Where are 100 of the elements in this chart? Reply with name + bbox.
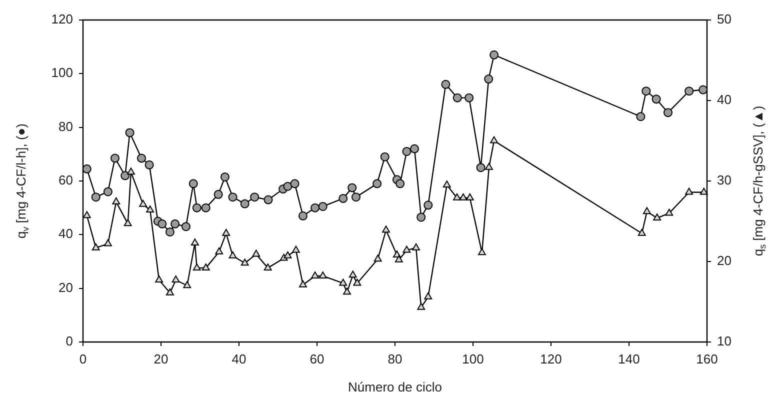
point [298, 280, 307, 288]
point [91, 192, 100, 202]
point [685, 188, 694, 195]
point [348, 183, 357, 192]
point [155, 276, 164, 283]
point [464, 93, 474, 102]
point [290, 179, 300, 188]
point [476, 163, 486, 172]
point [394, 255, 403, 262]
point [664, 108, 672, 118]
point [252, 250, 260, 257]
point [380, 152, 390, 162]
point [292, 246, 300, 253]
point [183, 281, 192, 288]
point [240, 199, 250, 208]
y-tick-label: 80 [58, 118, 73, 134]
point [396, 179, 405, 188]
y-tick-label: 20 [58, 280, 73, 295]
x-tick-label: 0 [79, 351, 87, 366]
point [127, 168, 135, 175]
point [228, 251, 237, 258]
point [402, 246, 411, 253]
point [459, 193, 468, 200]
point [318, 202, 328, 211]
y-axis-title: qv [mg 4-CF/l-h], (●) [14, 124, 30, 238]
point [188, 179, 198, 188]
point [353, 278, 362, 286]
point [652, 94, 661, 104]
point [125, 128, 134, 138]
point [82, 164, 92, 174]
x-tick-label: 120 [540, 351, 562, 366]
point [642, 86, 651, 96]
point [374, 254, 382, 262]
y-tick-label: 100 [51, 65, 73, 80]
x-tick-label: 80 [388, 351, 402, 366]
point [146, 205, 154, 212]
point [222, 228, 230, 236]
point [372, 179, 382, 188]
point [144, 160, 154, 170]
point [338, 194, 348, 203]
point [441, 80, 450, 89]
x-tick-label: 100 [462, 351, 484, 366]
point [112, 197, 120, 204]
point [638, 228, 646, 236]
point [402, 146, 412, 156]
point [158, 219, 167, 228]
point [240, 258, 249, 266]
point [284, 251, 292, 258]
point [310, 203, 320, 212]
point [124, 219, 132, 226]
point [215, 247, 224, 254]
point [202, 263, 210, 270]
x-tick-label: 160 [696, 351, 718, 366]
y2-tick-label: 10 [717, 334, 732, 349]
point [139, 200, 148, 207]
y2-tick-label: 40 [717, 92, 732, 108]
point [137, 154, 146, 163]
point [220, 172, 230, 182]
y-tick-label: 120 [51, 12, 73, 27]
point [453, 193, 461, 200]
x-tick-label: 40 [232, 351, 246, 366]
point [485, 162, 493, 170]
point [343, 288, 351, 295]
point [201, 203, 210, 212]
point [410, 144, 419, 154]
point [192, 203, 202, 212]
point [339, 278, 348, 286]
y2-tick-label: 30 [717, 172, 732, 188]
point [298, 211, 308, 220]
point [478, 248, 486, 256]
point [264, 195, 273, 204]
point [490, 136, 498, 144]
point [190, 238, 199, 246]
point [665, 208, 674, 216]
point [214, 190, 223, 199]
point [412, 243, 420, 250]
point [416, 212, 426, 222]
point [311, 271, 320, 278]
point [452, 93, 462, 102]
point [181, 222, 190, 232]
x-tick-label: 60 [310, 351, 324, 366]
point [684, 86, 694, 96]
point [250, 192, 260, 202]
y2-tick-label: 50 [717, 12, 732, 27]
point [484, 74, 494, 84]
x-tick-label: 20 [154, 351, 168, 366]
point [417, 302, 426, 310]
point [103, 187, 112, 196]
point [318, 271, 327, 278]
y2-tick-label: 20 [717, 253, 732, 268]
point [490, 50, 499, 60]
point [228, 192, 238, 202]
x-axis-title: Número de ciclo [348, 380, 442, 395]
x-tick-label: 140 [618, 351, 640, 366]
point [636, 112, 646, 122]
point [170, 219, 180, 228]
point [120, 171, 130, 180]
point [382, 226, 390, 233]
point [172, 276, 180, 283]
point [192, 263, 201, 270]
